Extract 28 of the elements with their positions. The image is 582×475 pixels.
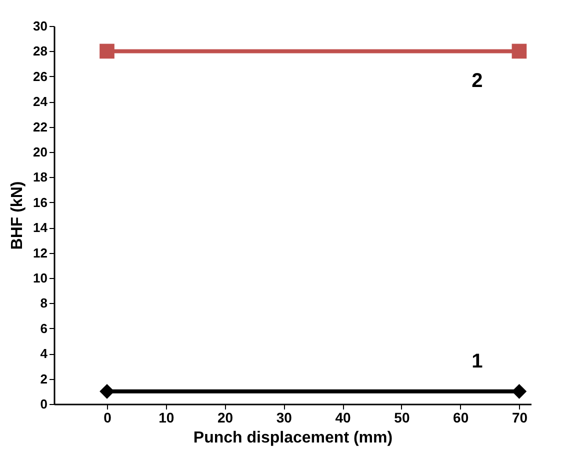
y-tick-label: 2 (40, 371, 48, 386)
y-tick-label: 6 (40, 320, 48, 336)
x-tick-label: 30 (276, 410, 292, 426)
y-tick-label: 14 (33, 220, 48, 236)
y-axis-title: BHF (kN) (9, 181, 26, 250)
y-tick-label: 26 (33, 68, 48, 84)
y-tick-label: 8 (40, 296, 48, 311)
x-tick-label: 0 (104, 410, 112, 426)
y-tick-label: 16 (33, 194, 48, 210)
series-label: 2 (472, 70, 483, 92)
y-tick-label: 12 (33, 245, 48, 260)
y-tick-label: 18 (33, 170, 48, 185)
y-tick-label: 4 (40, 346, 48, 362)
y-tick-label: 24 (33, 94, 48, 110)
x-tick-label: 70 (512, 410, 528, 426)
y-tick-label: 30 (33, 18, 48, 34)
x-tick-label: 60 (453, 410, 469, 426)
x-tick-label: 50 (394, 410, 410, 426)
x-axis-title: Punch displacement (mm) (193, 430, 393, 446)
x-tick-label: 10 (158, 410, 174, 426)
x-tick-label: 20 (217, 410, 234, 426)
y-tick-label: 20 (33, 144, 48, 160)
y-tick-label: 28 (33, 44, 48, 59)
x-tick-label: 40 (335, 410, 352, 426)
y-tick-label: 10 (33, 270, 48, 286)
series-label: 1 (472, 350, 483, 372)
y-tick-label: 0 (40, 396, 48, 412)
y-tick-label: 22 (33, 119, 48, 134)
